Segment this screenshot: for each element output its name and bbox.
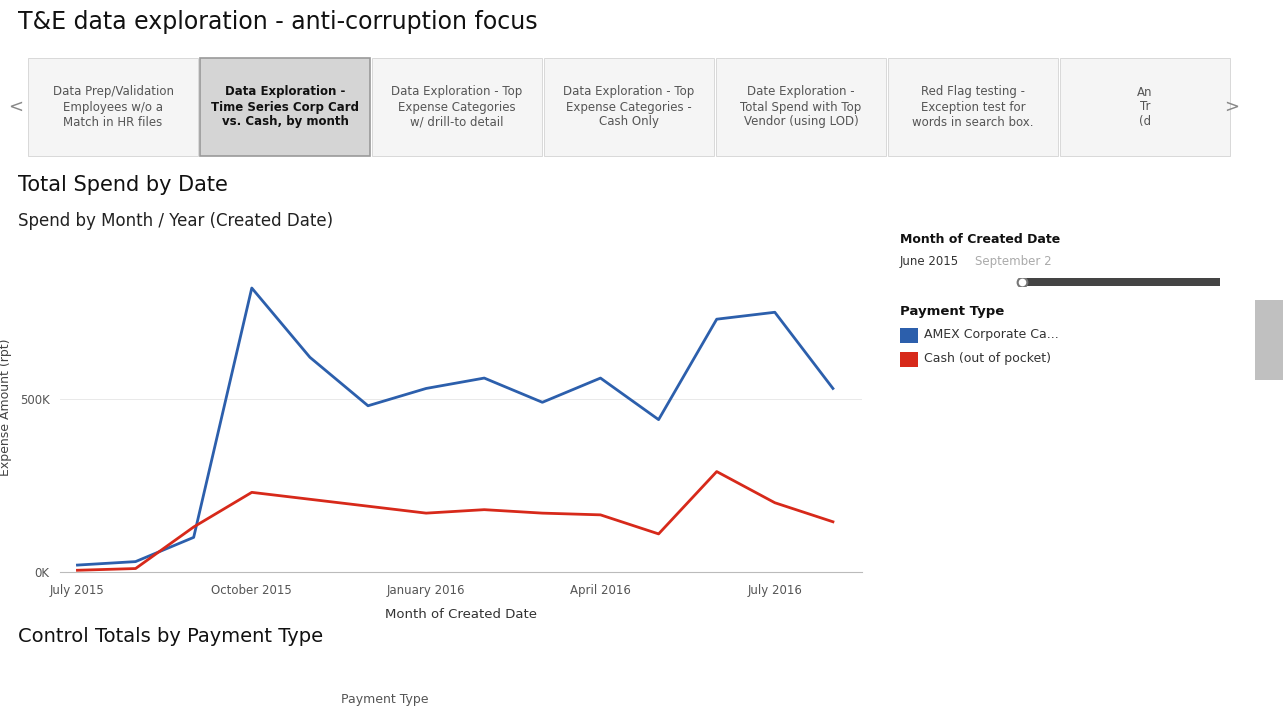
Text: September 2: September 2: [976, 255, 1051, 268]
Text: Control Totals by Payment Type: Control Totals by Payment Type: [18, 627, 323, 646]
Text: Spend by Month / Year (Created Date): Spend by Month / Year (Created Date): [18, 212, 333, 230]
Text: Month of Created Date: Month of Created Date: [900, 233, 1060, 246]
Bar: [1022, 278, 1220, 286]
Text: Data Exploration -
Time Series Corp Card
vs. Cash, by month: Data Exploration - Time Series Corp Card…: [211, 86, 359, 129]
Text: Red Flag testing -
Exception test for
words in search box.: Red Flag testing - Exception test for wo…: [912, 86, 1033, 129]
Text: T&E data exploration - anti-corruption focus: T&E data exploration - anti-corruption f…: [18, 10, 538, 34]
Text: Date Exploration -
Total Spend with Top
Vendor (using LOD): Date Exploration - Total Spend with Top …: [740, 86, 861, 129]
Text: >: >: [1224, 98, 1239, 116]
Text: June 2015: June 2015: [900, 255, 959, 268]
Text: Cash (out of pocket): Cash (out of pocket): [924, 352, 1051, 365]
Y-axis label: Expense Amount (rpt): Expense Amount (rpt): [0, 339, 12, 476]
X-axis label: Month of Created Date: Month of Created Date: [385, 608, 537, 621]
Text: <: <: [9, 98, 23, 116]
Text: Payment Type: Payment Type: [341, 693, 429, 706]
Text: Data Prep/Validation
Employees w/o a
Match in HR files: Data Prep/Validation Employees w/o a Mat…: [53, 86, 174, 129]
Text: Total Spend by Date: Total Spend by Date: [18, 175, 228, 195]
Text: Data Exploration - Top
Expense Categories
w/ drill-to detail: Data Exploration - Top Expense Categorie…: [391, 86, 523, 129]
Text: AMEX Corporate Ca...: AMEX Corporate Ca...: [924, 328, 1059, 341]
Text: An
Tr
(d: An Tr (d: [1138, 86, 1153, 129]
Text: Payment Type: Payment Type: [900, 305, 1004, 318]
Text: Data Exploration - Top
Expense Categories -
Cash Only: Data Exploration - Top Expense Categorie…: [564, 86, 695, 129]
